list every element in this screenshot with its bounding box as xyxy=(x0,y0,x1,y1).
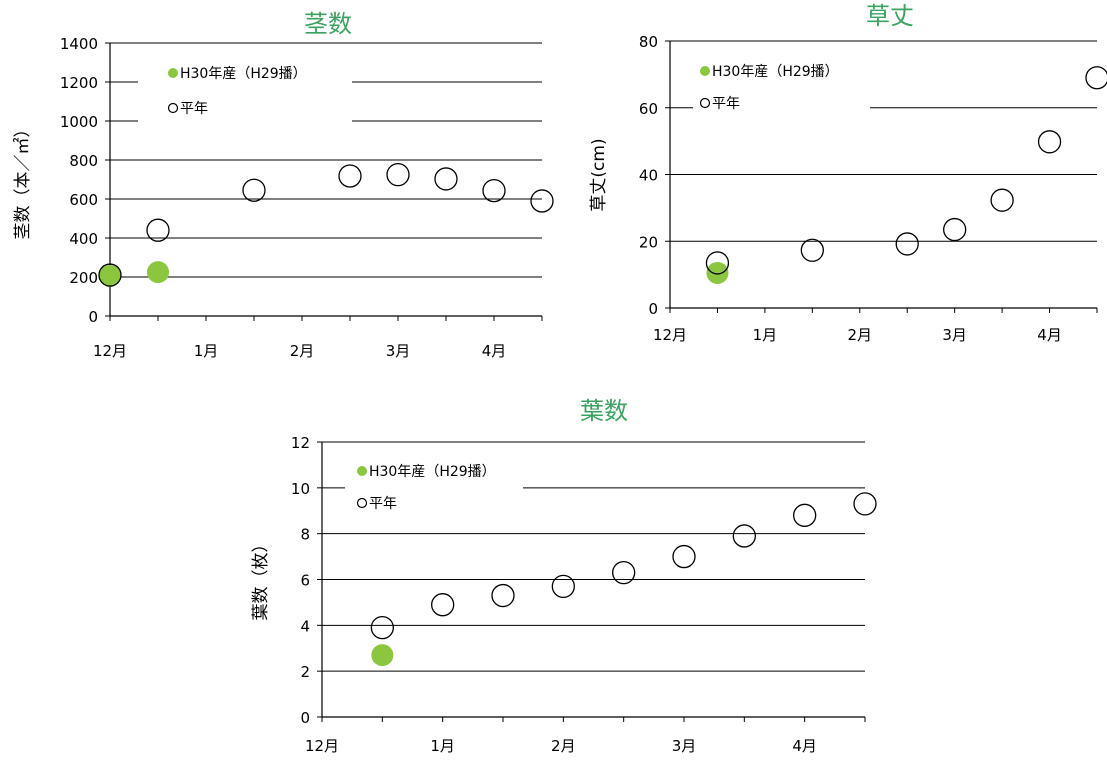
y-tick-label: 40 xyxy=(639,167,658,185)
legend: H30年産（H29播） 平年 xyxy=(138,60,352,128)
y-tick-label: 400 xyxy=(69,230,98,248)
y-tick-label: 8 xyxy=(300,526,310,544)
point-heinen xyxy=(732,524,756,548)
x-tick-label: 3月 xyxy=(386,342,411,360)
point-heinen xyxy=(370,615,394,640)
legend-marker-heinen xyxy=(167,102,179,114)
point-heinen xyxy=(990,188,1014,212)
y-tick-label: 600 xyxy=(69,191,98,209)
point-heinen xyxy=(895,232,919,256)
point-heinen xyxy=(491,583,515,608)
x-tick-label: 1月 xyxy=(430,737,455,755)
point-h30 xyxy=(706,261,729,284)
chart-stems: 茎数 0 200 400 600 800 1000 1200 1400 12月 1月 2月 3月 4月 茎数… xyxy=(13,10,554,360)
point-heinen xyxy=(431,593,455,617)
point-heinen xyxy=(146,218,170,242)
x-tick-label: 4月 xyxy=(792,737,817,755)
point-heinen xyxy=(98,263,122,287)
y-tick-label: 200 xyxy=(69,269,98,287)
y-tick-label: 12 xyxy=(291,434,310,452)
point-heinen xyxy=(242,178,266,202)
chart-title: 葉数 xyxy=(580,397,628,425)
legend-label-heinen: 平年 xyxy=(369,496,397,512)
y-tick-label: 10 xyxy=(291,480,310,498)
legend-label-heinen: 平年 xyxy=(180,101,208,117)
legend: H30年産（H29播） 平年 xyxy=(693,58,870,120)
x-tick-label: 2月 xyxy=(848,326,873,344)
y-tick-label: 2 xyxy=(300,663,310,681)
legend-marker-heinen xyxy=(356,497,368,509)
y-tick-label: 1400 xyxy=(60,35,98,53)
y-tick-label: 6 xyxy=(300,572,310,590)
point-heinen xyxy=(943,217,967,242)
y-axis-label: 茎数（本／㎡） xyxy=(13,121,33,240)
x-tick-label: 3月 xyxy=(672,737,697,755)
point-heinen xyxy=(530,189,554,213)
point-heinen xyxy=(1085,66,1107,90)
x-tick-label: 12月 xyxy=(93,342,127,360)
x-tick-label: 4月 xyxy=(1037,326,1062,344)
point-heinen xyxy=(386,162,410,187)
legend-label-heinen: 平年 xyxy=(712,96,740,112)
y-tick-label: 0 xyxy=(300,709,310,727)
point-h30 xyxy=(147,261,169,284)
legend-label-h30: H30年産（H29播） xyxy=(180,66,307,82)
legend-marker-h30 xyxy=(168,68,178,78)
point-heinen xyxy=(853,492,877,516)
legend-marker-h30 xyxy=(357,466,367,476)
point-heinen xyxy=(1037,130,1062,154)
y-axis-label: 葉数（枚） xyxy=(251,536,271,621)
x-tick-label: 1月 xyxy=(753,326,778,344)
legend-label-h30: H30年産（H29播） xyxy=(712,64,839,80)
x-tick-label: 2月 xyxy=(290,342,315,360)
chart-leaves: 葉数 0 2 4 6 8 10 12 12月 1月 2月 3月 4月 葉数（枚） H30年産（H29播） 平年 xyxy=(251,397,877,755)
x-tick-label: 4月 xyxy=(482,342,507,360)
x-tick-label: 3月 xyxy=(942,326,967,344)
chart-title: 茎数 xyxy=(304,10,352,38)
chart-title: 草丈 xyxy=(866,2,914,30)
x-tick-label: 12月 xyxy=(653,326,687,344)
x-tick-label: 2月 xyxy=(551,737,576,755)
point-heinen xyxy=(800,238,824,262)
legend-label-h30: H30年産（H29播） xyxy=(369,464,496,480)
legend-marker-h30 xyxy=(700,66,710,76)
point-heinen xyxy=(672,544,696,569)
y-tick-label: 0 xyxy=(88,308,98,326)
point-heinen xyxy=(793,503,817,527)
y-tick-label: 20 xyxy=(639,233,658,251)
y-tick-label: 1200 xyxy=(60,74,98,92)
y-tick-label: 80 xyxy=(639,33,658,51)
y-axis-label: 草丈(cm) xyxy=(589,138,609,211)
y-tick-label: 800 xyxy=(69,152,98,170)
point-h30 xyxy=(99,265,121,288)
legend-box xyxy=(693,58,870,120)
legend-box xyxy=(345,458,523,520)
point-heinen xyxy=(705,251,730,275)
point-heinen xyxy=(551,574,575,599)
y-tick-label: 60 xyxy=(639,100,658,118)
legend-marker-heinen xyxy=(699,97,711,109)
point-heinen xyxy=(338,164,362,188)
x-tick-label: 12月 xyxy=(305,737,339,755)
point-heinen xyxy=(434,167,458,191)
legend: H30年産（H29播） 平年 xyxy=(345,458,523,520)
x-tick-label: 1月 xyxy=(194,342,219,360)
y-tick-label: 4 xyxy=(300,617,310,635)
y-tick-label: 0 xyxy=(648,300,658,318)
y-tick-label: 1000 xyxy=(60,113,98,131)
point-heinen xyxy=(482,178,506,203)
point-h30 xyxy=(371,644,394,667)
chart-height: 草丈 0 20 40 60 80 12月 1月 2月 3月 4月 草丈(cm) H30年産（H29播） 平… xyxy=(589,2,1107,344)
point-heinen xyxy=(612,560,636,585)
